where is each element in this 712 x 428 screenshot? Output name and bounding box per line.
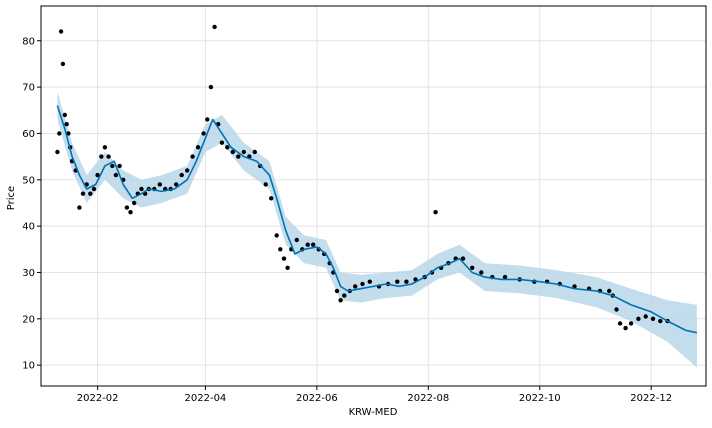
actual-point [294, 237, 299, 243]
x-tick-label: 2022-10 [519, 393, 561, 404]
actual-point [658, 318, 663, 324]
actual-point [342, 293, 347, 298]
x-tick-label: 2022-08 [407, 393, 449, 404]
actual-point [269, 196, 274, 201]
actual-point [212, 24, 217, 30]
x-tick-label: 2022-12 [630, 393, 672, 404]
actual-point [66, 131, 71, 136]
y-tick-label: 30 [22, 268, 35, 279]
actual-point [572, 284, 577, 289]
actual-point [64, 122, 69, 127]
actual-point [179, 172, 184, 178]
actual-point [263, 182, 268, 187]
actual-point [311, 242, 316, 247]
actual-point [58, 29, 64, 34]
y-tick-label: 10 [22, 361, 35, 372]
actual-point [617, 321, 623, 326]
y-tick-label: 80 [22, 36, 35, 47]
actual-point [157, 182, 162, 187]
actual-point [60, 61, 66, 67]
actual-point [208, 84, 214, 90]
actual-point [353, 284, 358, 289]
actual-point [124, 205, 130, 210]
actual-point [205, 117, 210, 122]
actual-point [128, 210, 133, 215]
actual-point [99, 154, 104, 159]
actual-point [102, 145, 108, 150]
actual-point [274, 233, 279, 238]
actual-point [132, 200, 137, 206]
actual-point [241, 149, 246, 155]
y-tick-label: 20 [22, 314, 35, 325]
actual-point [650, 316, 656, 321]
actual-point [117, 163, 122, 169]
forecast-line-group [56, 105, 698, 334]
actual-point [360, 281, 365, 287]
actual-point [395, 279, 400, 284]
actual-point [470, 265, 475, 270]
actual-point [338, 298, 343, 303]
x-tick-label: 2022-06 [296, 393, 338, 404]
actual-point [201, 131, 206, 136]
y-tick-label: 40 [22, 222, 35, 233]
actual-point [80, 191, 86, 196]
actual-point [281, 256, 287, 261]
actual-point [106, 154, 111, 159]
plot-frame [40, 5, 707, 387]
actual-point [614, 307, 619, 312]
actual-point [236, 154, 241, 159]
actual-point [305, 242, 310, 247]
actual-point [252, 149, 257, 155]
actual-point [195, 145, 201, 150]
actual-point [334, 288, 340, 294]
actual-point [113, 172, 119, 178]
actual-point [88, 191, 93, 196]
actual-point [623, 325, 628, 331]
y-axis-label: Price [6, 186, 17, 210]
actual-point [57, 131, 62, 136]
actual-point [636, 316, 641, 321]
x-tick-label: 2022-02 [77, 393, 119, 404]
x-tick-label: 2022-04 [185, 393, 227, 404]
y-tick-label: 50 [22, 175, 35, 186]
actual-point [174, 182, 179, 187]
actual-point [643, 314, 648, 319]
actual-point [433, 210, 438, 215]
actual-point [62, 112, 67, 118]
y-tick-label: 70 [22, 83, 35, 94]
actual-point [190, 154, 195, 159]
actual-point [55, 149, 60, 155]
actual-point [285, 265, 290, 270]
actual-point [628, 321, 634, 326]
actual-point [219, 140, 225, 145]
actual-point [110, 163, 115, 169]
actual-point [139, 186, 144, 192]
actual-point [460, 256, 466, 261]
actual-point [95, 172, 100, 178]
actual-point [230, 149, 235, 155]
x-axis-ticks: 2022-02 2022-04 2022-06 2022-08 2022-10 2022-… [77, 386, 672, 404]
actual-point [91, 186, 97, 192]
actual-point [607, 288, 612, 294]
actual-point [404, 279, 409, 284]
x-axis-label: KRW-MED [349, 407, 398, 418]
actual-point [479, 270, 484, 275]
actual-point [185, 168, 190, 173]
actual-point [502, 274, 508, 280]
y-tick-label: 60 [22, 129, 35, 140]
actual-point [367, 279, 372, 284]
forecast-line [56, 105, 698, 334]
actual-point [413, 277, 418, 282]
actual-point [225, 145, 230, 150]
actual-point [77, 205, 82, 210]
actual-point [278, 247, 283, 252]
y-axis-ticks: 10 20 30 40 50 60 70 80 [22, 36, 41, 372]
